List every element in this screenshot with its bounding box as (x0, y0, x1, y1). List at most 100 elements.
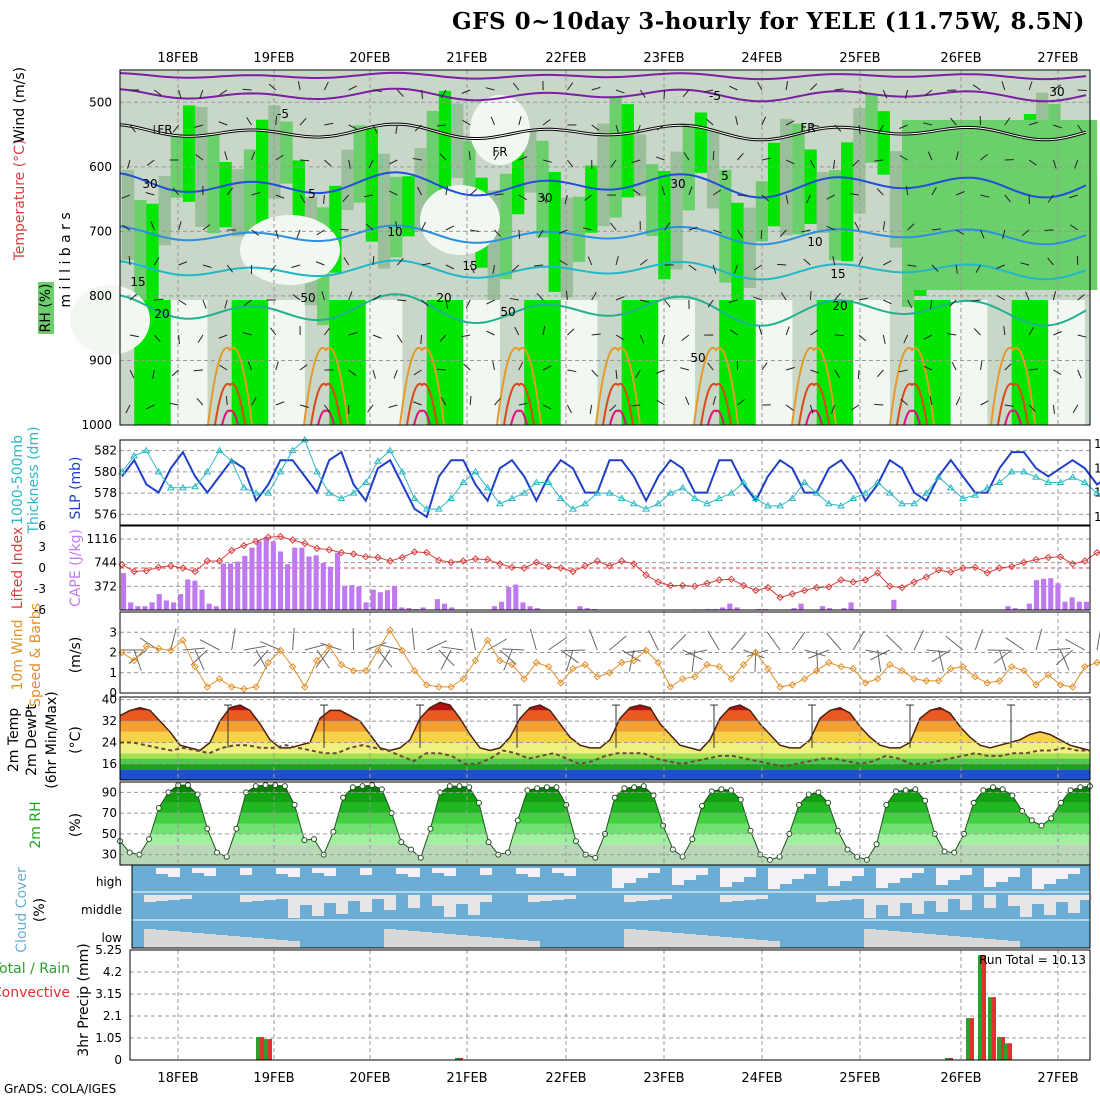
rh-shade-low (1036, 300, 1048, 425)
cloud-high-cell (852, 868, 864, 876)
rh-marker (767, 857, 772, 862)
cloud-high-cell (516, 868, 528, 874)
cloud-high-cell (480, 868, 492, 875)
rh-tick: 70 (102, 806, 117, 820)
surface-wind-barb (260, 641, 280, 650)
cloud-mid-cell (984, 895, 996, 908)
surface-wind-barb (853, 631, 864, 650)
rh-shade-cell (670, 152, 682, 270)
cloud-high-cell (360, 868, 372, 875)
cape-bar (242, 556, 247, 610)
cape-bar (342, 586, 347, 610)
cloud-high-cell (888, 868, 900, 883)
rh-shade-dryspot (420, 185, 500, 255)
cloud-low-cell (444, 934, 456, 948)
cape-bar (249, 548, 254, 610)
surface-wind-barb (412, 628, 414, 650)
wind-barb (738, 195, 747, 196)
rh-marker (185, 783, 190, 788)
cape-bar (306, 557, 311, 610)
rh-marker (1078, 785, 1083, 790)
minmax-label: (6hr Min/Max) (44, 691, 60, 788)
rh-shade-cell (378, 154, 390, 269)
rh-marker (874, 842, 879, 847)
surface-wind-barb (886, 635, 902, 650)
rh-shade-dry (475, 300, 487, 425)
cloud-low-cell (420, 932, 432, 948)
cape-bar (171, 602, 176, 610)
cloud-low-cell (876, 930, 888, 948)
cloud-low-cell (504, 939, 516, 948)
rh-marker (409, 847, 414, 852)
temp-tick: 32 (102, 714, 117, 728)
cloud-mid-cell (864, 895, 876, 918)
cloud-high-cell (792, 868, 804, 879)
cloud-high-cell (960, 868, 972, 875)
cloud-mid-cell (888, 895, 900, 916)
rh-marker (1010, 793, 1015, 798)
li-tick: -3 (34, 582, 46, 596)
cape-bar (192, 581, 197, 610)
cloud-low-cell (516, 940, 528, 948)
cloud-low-cell (744, 939, 756, 948)
cloud-mid-cell (144, 895, 156, 902)
rh-shade-moist (1048, 120, 1060, 290)
cloud-low-cell (912, 933, 924, 948)
cloud-low-cell (240, 937, 252, 948)
cloud-low-cell (684, 934, 696, 948)
cloud-mid-cell (756, 895, 768, 899)
rh-marker (719, 787, 724, 792)
precip-conv-bar (970, 1018, 974, 1060)
date-tick-top: 18FEB (157, 51, 198, 66)
cape-bar (199, 590, 204, 610)
rh-shade-dry (963, 300, 975, 425)
rh-shade-low (939, 300, 951, 425)
cloud-high-cell (564, 868, 576, 876)
rh-shade-moist (1000, 120, 1012, 290)
cape-bar (577, 606, 582, 610)
cape-bar (314, 555, 319, 610)
cape-bar (799, 604, 804, 610)
rh-shade-cell (183, 105, 195, 201)
thickness-tick: 578 (94, 486, 117, 500)
wind-barb (777, 264, 786, 265)
date-tick-top: 24FEB (741, 51, 782, 66)
precip-tick: 3.15 (95, 987, 122, 1001)
precip-conv-bar (268, 1039, 272, 1060)
date-tick-top: 25FEB (839, 51, 880, 66)
cloud-mid-cell (360, 895, 372, 912)
cape-bar (1048, 578, 1053, 610)
rh-shade-dry (878, 300, 890, 425)
surface-wind-barb (939, 650, 944, 671)
cape-bar (1077, 602, 1082, 610)
isotherm-label: 20 (832, 299, 847, 313)
rh-marker (205, 826, 210, 831)
rh-marker (350, 785, 355, 790)
cloud-low-cell (948, 936, 960, 948)
rh-shade-low (744, 300, 756, 425)
precip-total-bar (978, 955, 982, 1060)
cloud-mid-cell (252, 895, 264, 901)
rh-tick: 30 (102, 848, 117, 862)
cloud-low-cell (960, 937, 972, 948)
isotherm-label: -5 (277, 107, 289, 121)
date-tick-top: 26FEB (940, 51, 981, 66)
rh-marker (312, 837, 317, 842)
cloud-low-cell (216, 935, 228, 948)
rh-contour-label: 30 (670, 177, 685, 191)
rh-marker (942, 849, 947, 854)
cloud-low-cell (720, 937, 732, 948)
cloud-high-cell (984, 868, 996, 887)
cloud-high-cell (168, 868, 180, 877)
surface-wind-barb (549, 637, 567, 650)
cape-bar (442, 604, 447, 610)
rh-contour-label: 30 (142, 177, 157, 191)
cape-bar (214, 606, 219, 610)
cloud-low-cell (696, 935, 708, 948)
pressure-tick: 700 (89, 224, 112, 238)
cloud-high-cell (948, 868, 960, 880)
surface-wind-barb (471, 628, 475, 650)
rh-marker (379, 787, 384, 792)
rh-marker (1000, 787, 1005, 792)
